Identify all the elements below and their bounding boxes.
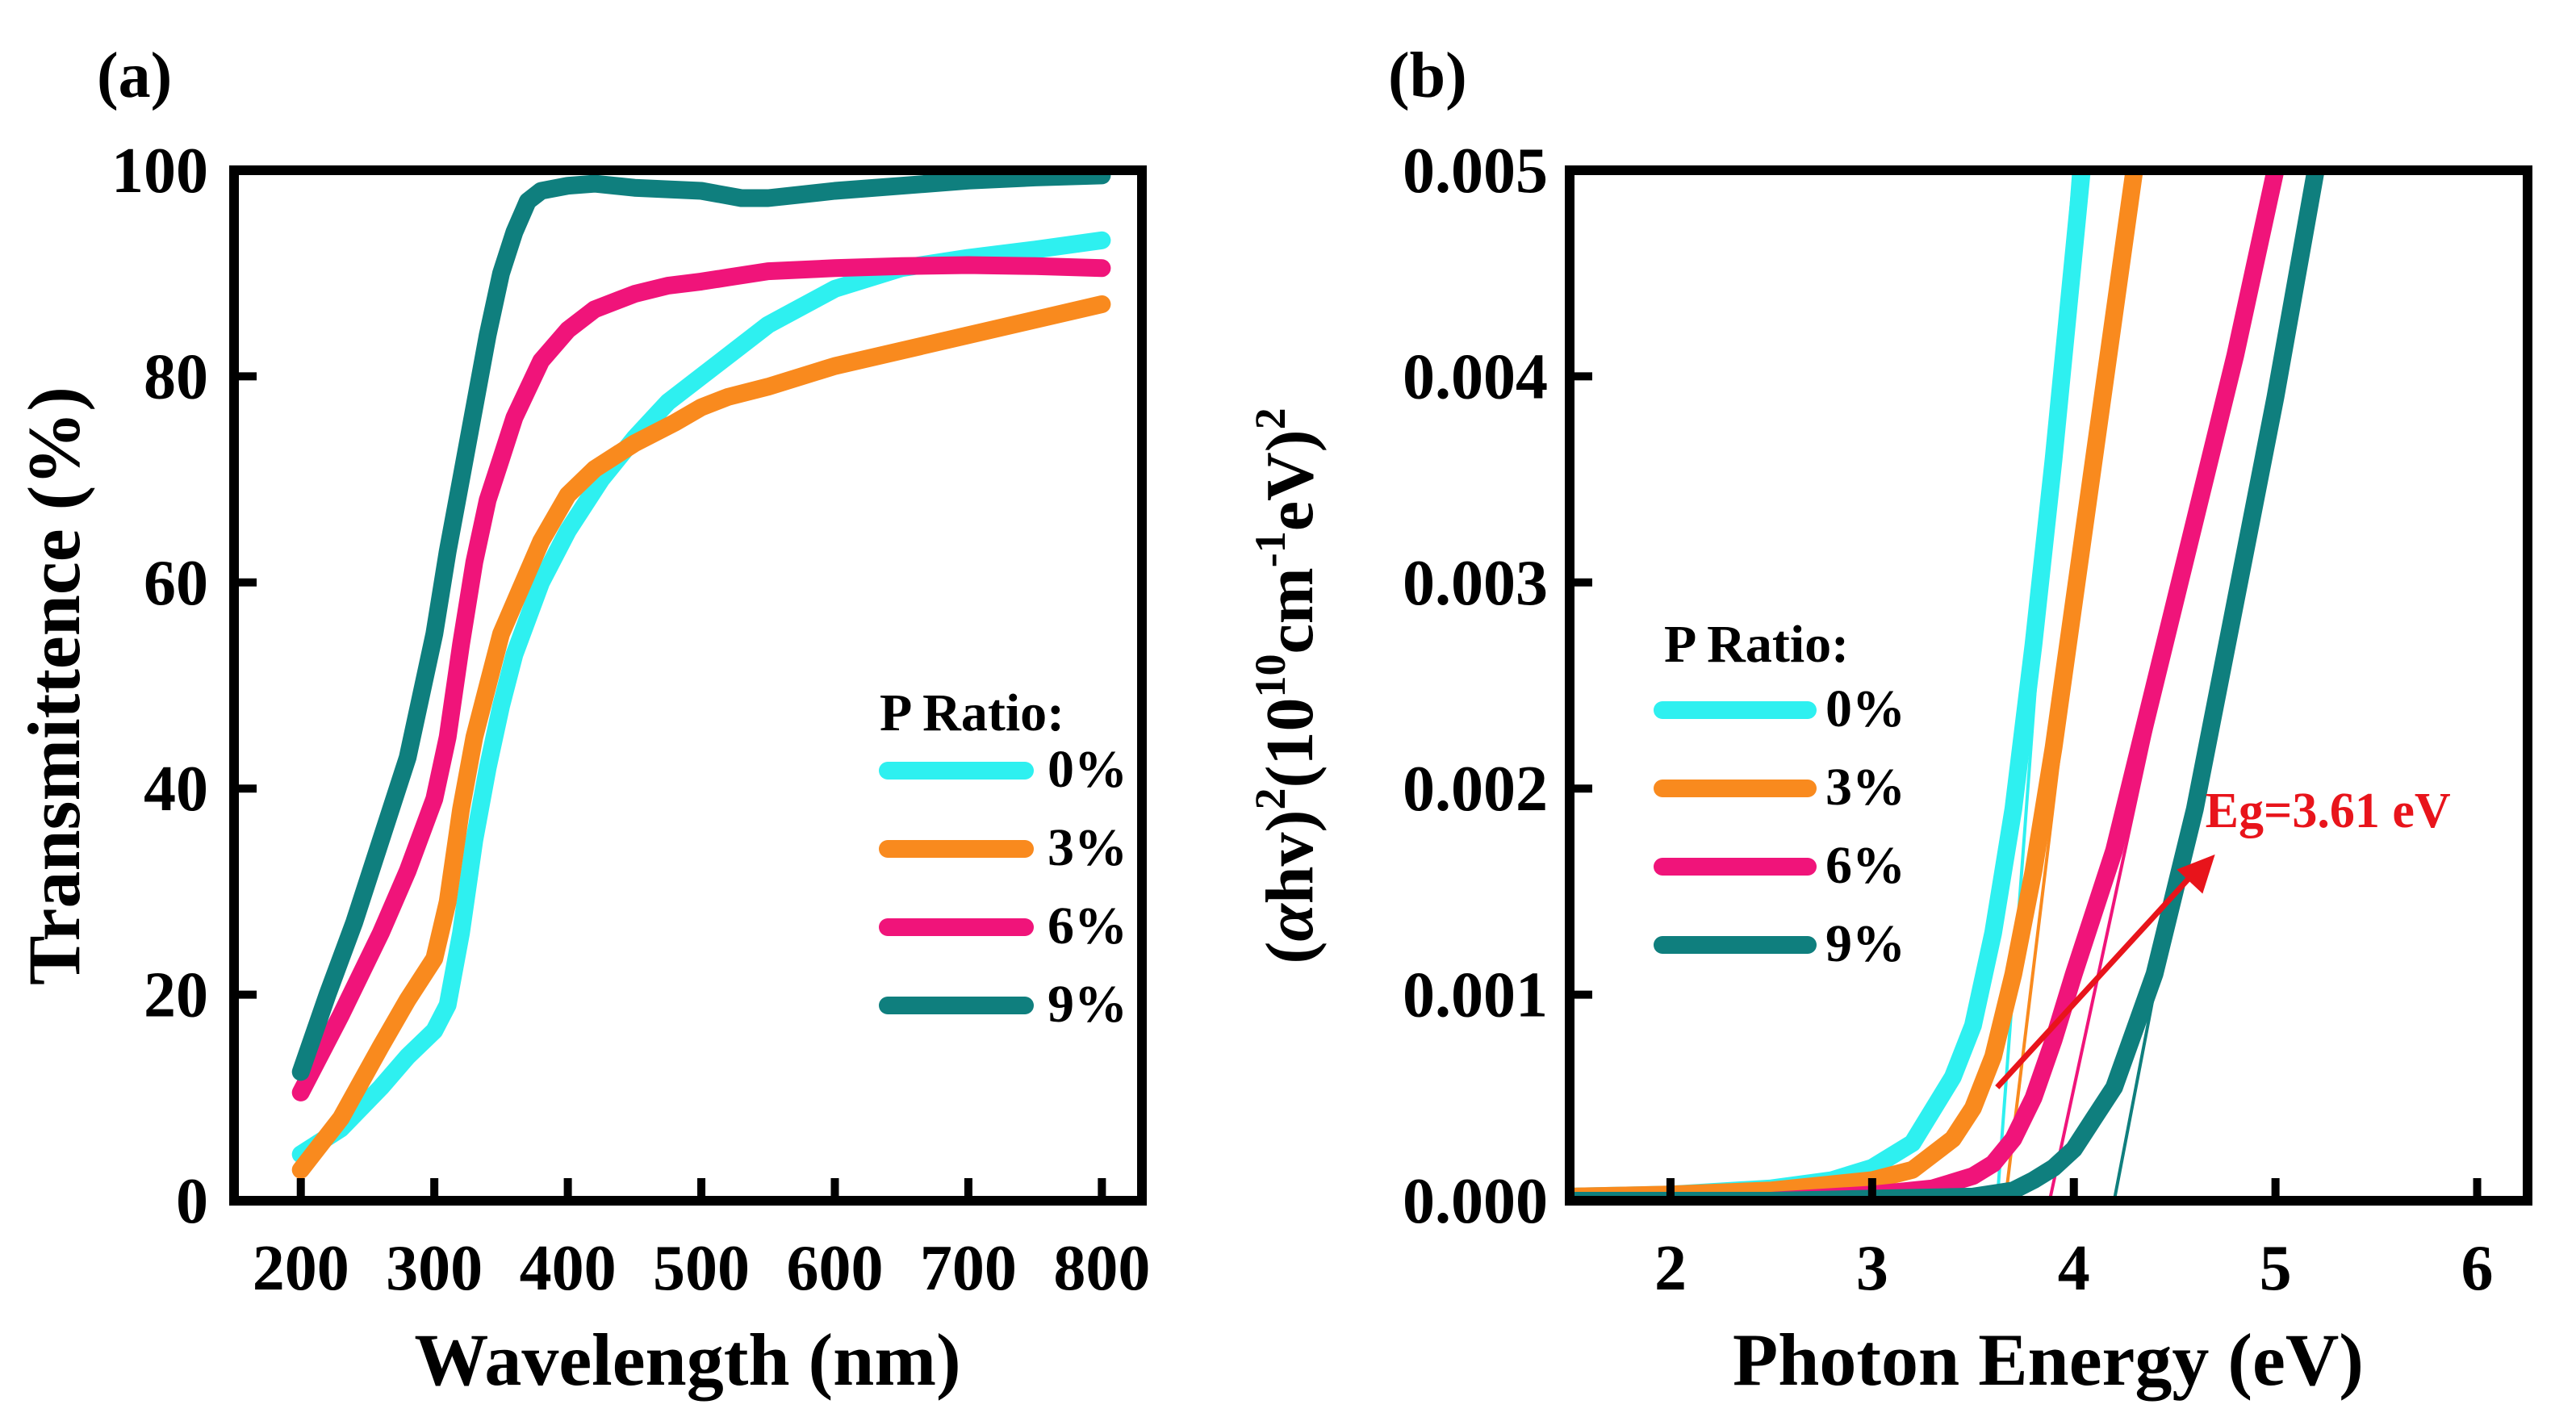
- eg-arrow-shaft: [1995, 863, 2203, 1089]
- panel-a-y-axis-label: Transmittence (%): [13, 387, 95, 985]
- y-tick-label: 20: [144, 960, 208, 1031]
- series-line-3pct: [291, 295, 1111, 1179]
- legend-label-9pct: 9%: [1825, 914, 1905, 973]
- panel-b-y-axis-label-part: cm: [1252, 567, 1328, 654]
- legend-label-6pct: 6%: [1048, 897, 1127, 955]
- panel-a-plot-frame: [229, 165, 1147, 1206]
- eg-annotation-label: Eg=3.61 eV: [2206, 784, 2451, 838]
- legend-label-6pct: 6%: [1825, 836, 1905, 895]
- legend-title: P Ratio:: [1664, 615, 1849, 674]
- series-line-3pct: [1570, 170, 2143, 1201]
- series-line-9pct: [1570, 170, 2325, 1201]
- y-tick-label: 0.005: [1403, 136, 1548, 207]
- y-tick-label: 60: [144, 548, 208, 619]
- x-tick-label: 300: [386, 1233, 483, 1304]
- panel-b-y-axis-label-part: -1: [1246, 531, 1294, 567]
- legend-label-9pct: 9%: [1048, 975, 1127, 1034]
- x-tick-label: 500: [653, 1233, 750, 1304]
- y-tick-label: 0.000: [1403, 1166, 1548, 1237]
- x-tick-label: 800: [1053, 1233, 1150, 1304]
- panel-a-x-axis-label: Wavelength (nm): [414, 1319, 960, 1401]
- x-tick-label: 2: [1654, 1233, 1687, 1304]
- eg-arrow-head: [2177, 854, 2215, 894]
- x-tick-label: 600: [786, 1233, 883, 1304]
- panel-b-y-axis-label-part: α: [1252, 903, 1328, 942]
- series-line-9pct: [291, 170, 1111, 1081]
- legend-label-0pct: 0%: [1825, 679, 1905, 738]
- y-tick-label: 0.001: [1403, 960, 1548, 1031]
- x-tick-label: 200: [253, 1233, 349, 1304]
- y-tick-label: 0: [176, 1166, 208, 1237]
- panel-b-y-axis-label-part: hv): [1252, 809, 1328, 904]
- legend-label-0pct: 0%: [1048, 740, 1127, 799]
- x-tick-label: 3: [1856, 1233, 1888, 1304]
- y-tick-label: 100: [111, 136, 208, 207]
- panel-a-label: (a): [97, 40, 172, 111]
- y-tick-label: 40: [144, 754, 208, 825]
- x-tick-label: 5: [2260, 1233, 2292, 1304]
- x-tick-label: 4: [2058, 1233, 2090, 1304]
- y-tick-label: 0.002: [1403, 754, 1548, 825]
- legend-label-3pct: 3%: [1048, 818, 1127, 877]
- panel-b-y-axis-label-part: 2: [1246, 408, 1294, 429]
- series-line-6pct: [1570, 170, 2285, 1201]
- panel-b-plot-frame: [1565, 165, 2532, 1206]
- y-tick-label: 0.003: [1403, 548, 1548, 619]
- x-tick-label: 6: [2461, 1233, 2494, 1304]
- panel-b-label: (b): [1388, 40, 1467, 111]
- panel-b-x-axis-label: Photon Energy (eV): [1733, 1319, 2364, 1401]
- series-line-0pct: [291, 231, 1111, 1164]
- x-tick-label: 700: [920, 1233, 1017, 1304]
- series-line-6pct: [291, 256, 1111, 1101]
- y-tick-label: 0.004: [1403, 341, 1548, 412]
- legend-label-3pct: 3%: [1825, 758, 1905, 817]
- legend-title: P Ratio:: [880, 683, 1064, 742]
- panel-b-y-axis-label: (αhv)2(1010cm-1eV)2: [1246, 408, 1328, 963]
- panel-b-y-axis-label-part: 2: [1246, 788, 1294, 809]
- panel-b-y-axis-label-part: 10: [1246, 654, 1294, 698]
- panel-b-y-axis-label-part: (10: [1252, 698, 1328, 788]
- y-tick-label: 80: [144, 341, 208, 412]
- panel-b-y-axis-label-part: (: [1252, 942, 1328, 964]
- panel-b-tauc-plot: (b) P Ratio:0% 3% 6% 9% 2 3 4 5 6 0.000 0.001 0.00…: [1246, 40, 2532, 1401]
- x-tick-label: 400: [520, 1233, 617, 1304]
- panel-b-y-axis-label-part: eV): [1252, 429, 1328, 531]
- panel-a-transmittance: (a) P Ratio:0%3%6%9% 200 300 400 500 600 700 8…: [13, 40, 1150, 1401]
